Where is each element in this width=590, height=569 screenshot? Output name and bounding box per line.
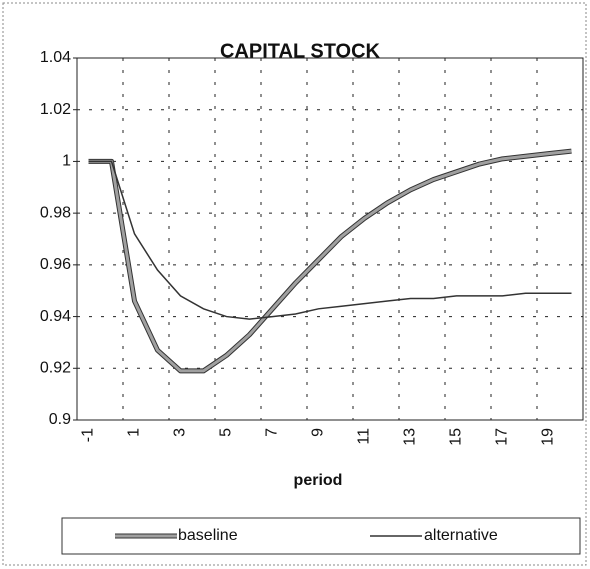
y-tick-label: 0.96: [40, 256, 71, 273]
x-tick-label: 11: [356, 428, 373, 445]
x-tick-label: -1: [80, 428, 97, 442]
legend-label: baseline: [178, 527, 238, 544]
x-tick-label: 1: [126, 428, 143, 437]
legend-label: alternative: [424, 527, 498, 544]
y-tick-label: 1: [62, 153, 71, 170]
x-tick-label: 5: [218, 428, 235, 437]
x-axis-label: period: [294, 472, 343, 489]
line: [88, 160, 572, 320]
chart-title: CAPITAL STOCK: [220, 40, 381, 62]
y-tick-label: 1.04: [40, 49, 71, 66]
plot-area: [76, 57, 584, 421]
x-tick-label: 15: [448, 428, 465, 446]
x-tick-label: 9: [310, 428, 327, 437]
y-tick-label: 0.92: [40, 360, 71, 377]
x-tick-label: 3: [172, 428, 189, 437]
x-tick-label: 17: [494, 428, 511, 446]
line: [88, 149, 572, 373]
y-tick-label: 0.9: [49, 411, 71, 428]
x-tick-label: 7: [264, 428, 281, 437]
y-tick-label: 0.94: [40, 308, 71, 325]
x-tick-label: 19: [540, 428, 557, 446]
x-tick-label: 13: [402, 428, 419, 446]
y-tick-label: 1.02: [40, 101, 71, 118]
y-tick-label: 0.98: [40, 204, 71, 221]
